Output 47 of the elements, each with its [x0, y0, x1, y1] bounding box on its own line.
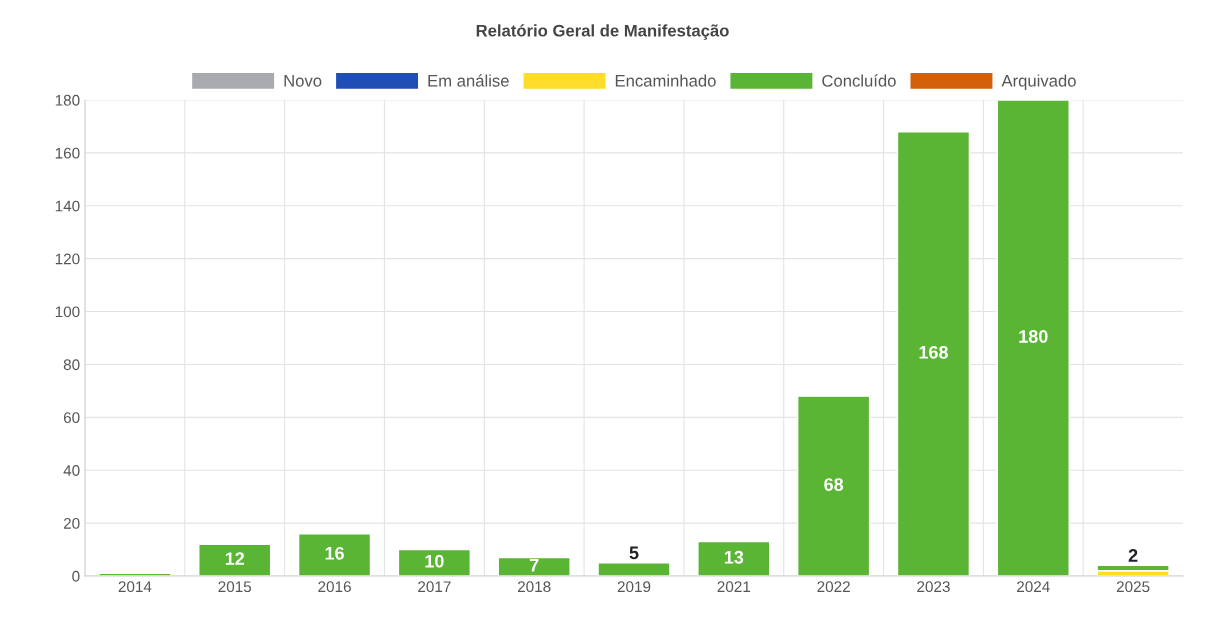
x-tick-label: 2016	[318, 581, 351, 593]
y-tick-label: 140	[55, 200, 80, 212]
chart-title: Relatório Geral de Manifestação	[476, 24, 729, 40]
y-tick-label: 0	[72, 570, 80, 582]
x-tick-label: 2021	[717, 581, 751, 593]
data-label: 10	[425, 554, 444, 568]
x-tick-label: 2025	[1116, 581, 1150, 593]
data-label: 68	[824, 478, 844, 491]
bar	[1096, 564, 1170, 572]
x-tick-label: 2017	[418, 581, 451, 593]
bar	[797, 395, 871, 576]
data-label: 16	[325, 546, 344, 560]
legend-label: Encaminhado	[615, 74, 716, 87]
data-label: 13	[724, 550, 744, 564]
x-tick-label: 2014	[118, 581, 152, 593]
y-tick-label: 20	[63, 517, 80, 529]
data-label: 12	[225, 552, 245, 565]
legend-label: Arquivado	[1001, 74, 1076, 90]
bar	[896, 131, 971, 576]
legend-label: Concluído	[822, 74, 896, 87]
bar	[597, 562, 671, 576]
bar	[198, 543, 272, 576]
x-tick-label: 2015	[218, 581, 252, 593]
data-label: 168	[919, 345, 948, 359]
bar	[497, 556, 571, 576]
y-tick-label: 160	[55, 147, 80, 159]
data-label: 5	[629, 546, 639, 560]
y-tick-label: 180	[55, 94, 80, 106]
bar	[397, 548, 471, 576]
x-tick-label: 2018	[517, 581, 551, 593]
x-tick-label: 2023	[917, 581, 950, 593]
x-tick-label: 2019	[617, 581, 651, 593]
y-tick-label: 40	[63, 465, 80, 476]
bar	[697, 540, 771, 576]
legend-label: Novo	[284, 75, 322, 87]
y-tick-label: 100	[55, 306, 80, 318]
legend-label: Em análise	[428, 74, 509, 87]
data-label: 180	[1019, 330, 1048, 343]
x-tick-label: 2024	[1017, 581, 1050, 593]
bar	[996, 100, 1070, 576]
x-tick-label: 2022	[817, 581, 850, 593]
data-label: 2	[1128, 549, 1138, 562]
data-label: 7	[529, 558, 539, 572]
y-tick-label: 80	[63, 359, 80, 371]
y-tick-label: 120	[55, 253, 80, 265]
y-tick-label: 60	[63, 412, 80, 424]
bar	[297, 532, 372, 576]
